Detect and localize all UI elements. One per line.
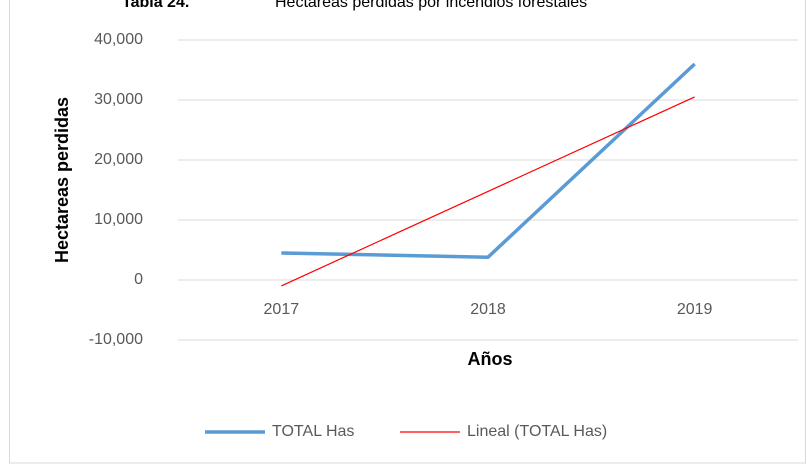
y-tick-label: 30,000 [94,91,143,108]
series-line [281,96,695,287]
chart-border [9,0,806,464]
chart-title-label: Tabla 24. [122,0,189,11]
y-axis-label: Hectareas perdidas [52,97,72,263]
x-tick-label: 2018 [470,301,506,318]
y-tick-label: -10,000 [89,331,143,348]
chart-title: Hectareas perdidas por incendios foresta… [275,0,587,11]
y-tick-label: 0 [134,271,143,288]
x-axis-label: Años [468,349,513,369]
y-tick-label: 10,000 [94,211,143,228]
legend-label: TOTAL Has [272,423,354,440]
y-tick-label: 40,000 [94,31,143,48]
legend-label: Lineal (TOTAL Has) [467,423,607,440]
x-tick-label: 2017 [264,301,300,318]
y-tick-label: 20,000 [94,151,143,168]
x-tick-label: 2019 [677,301,713,318]
